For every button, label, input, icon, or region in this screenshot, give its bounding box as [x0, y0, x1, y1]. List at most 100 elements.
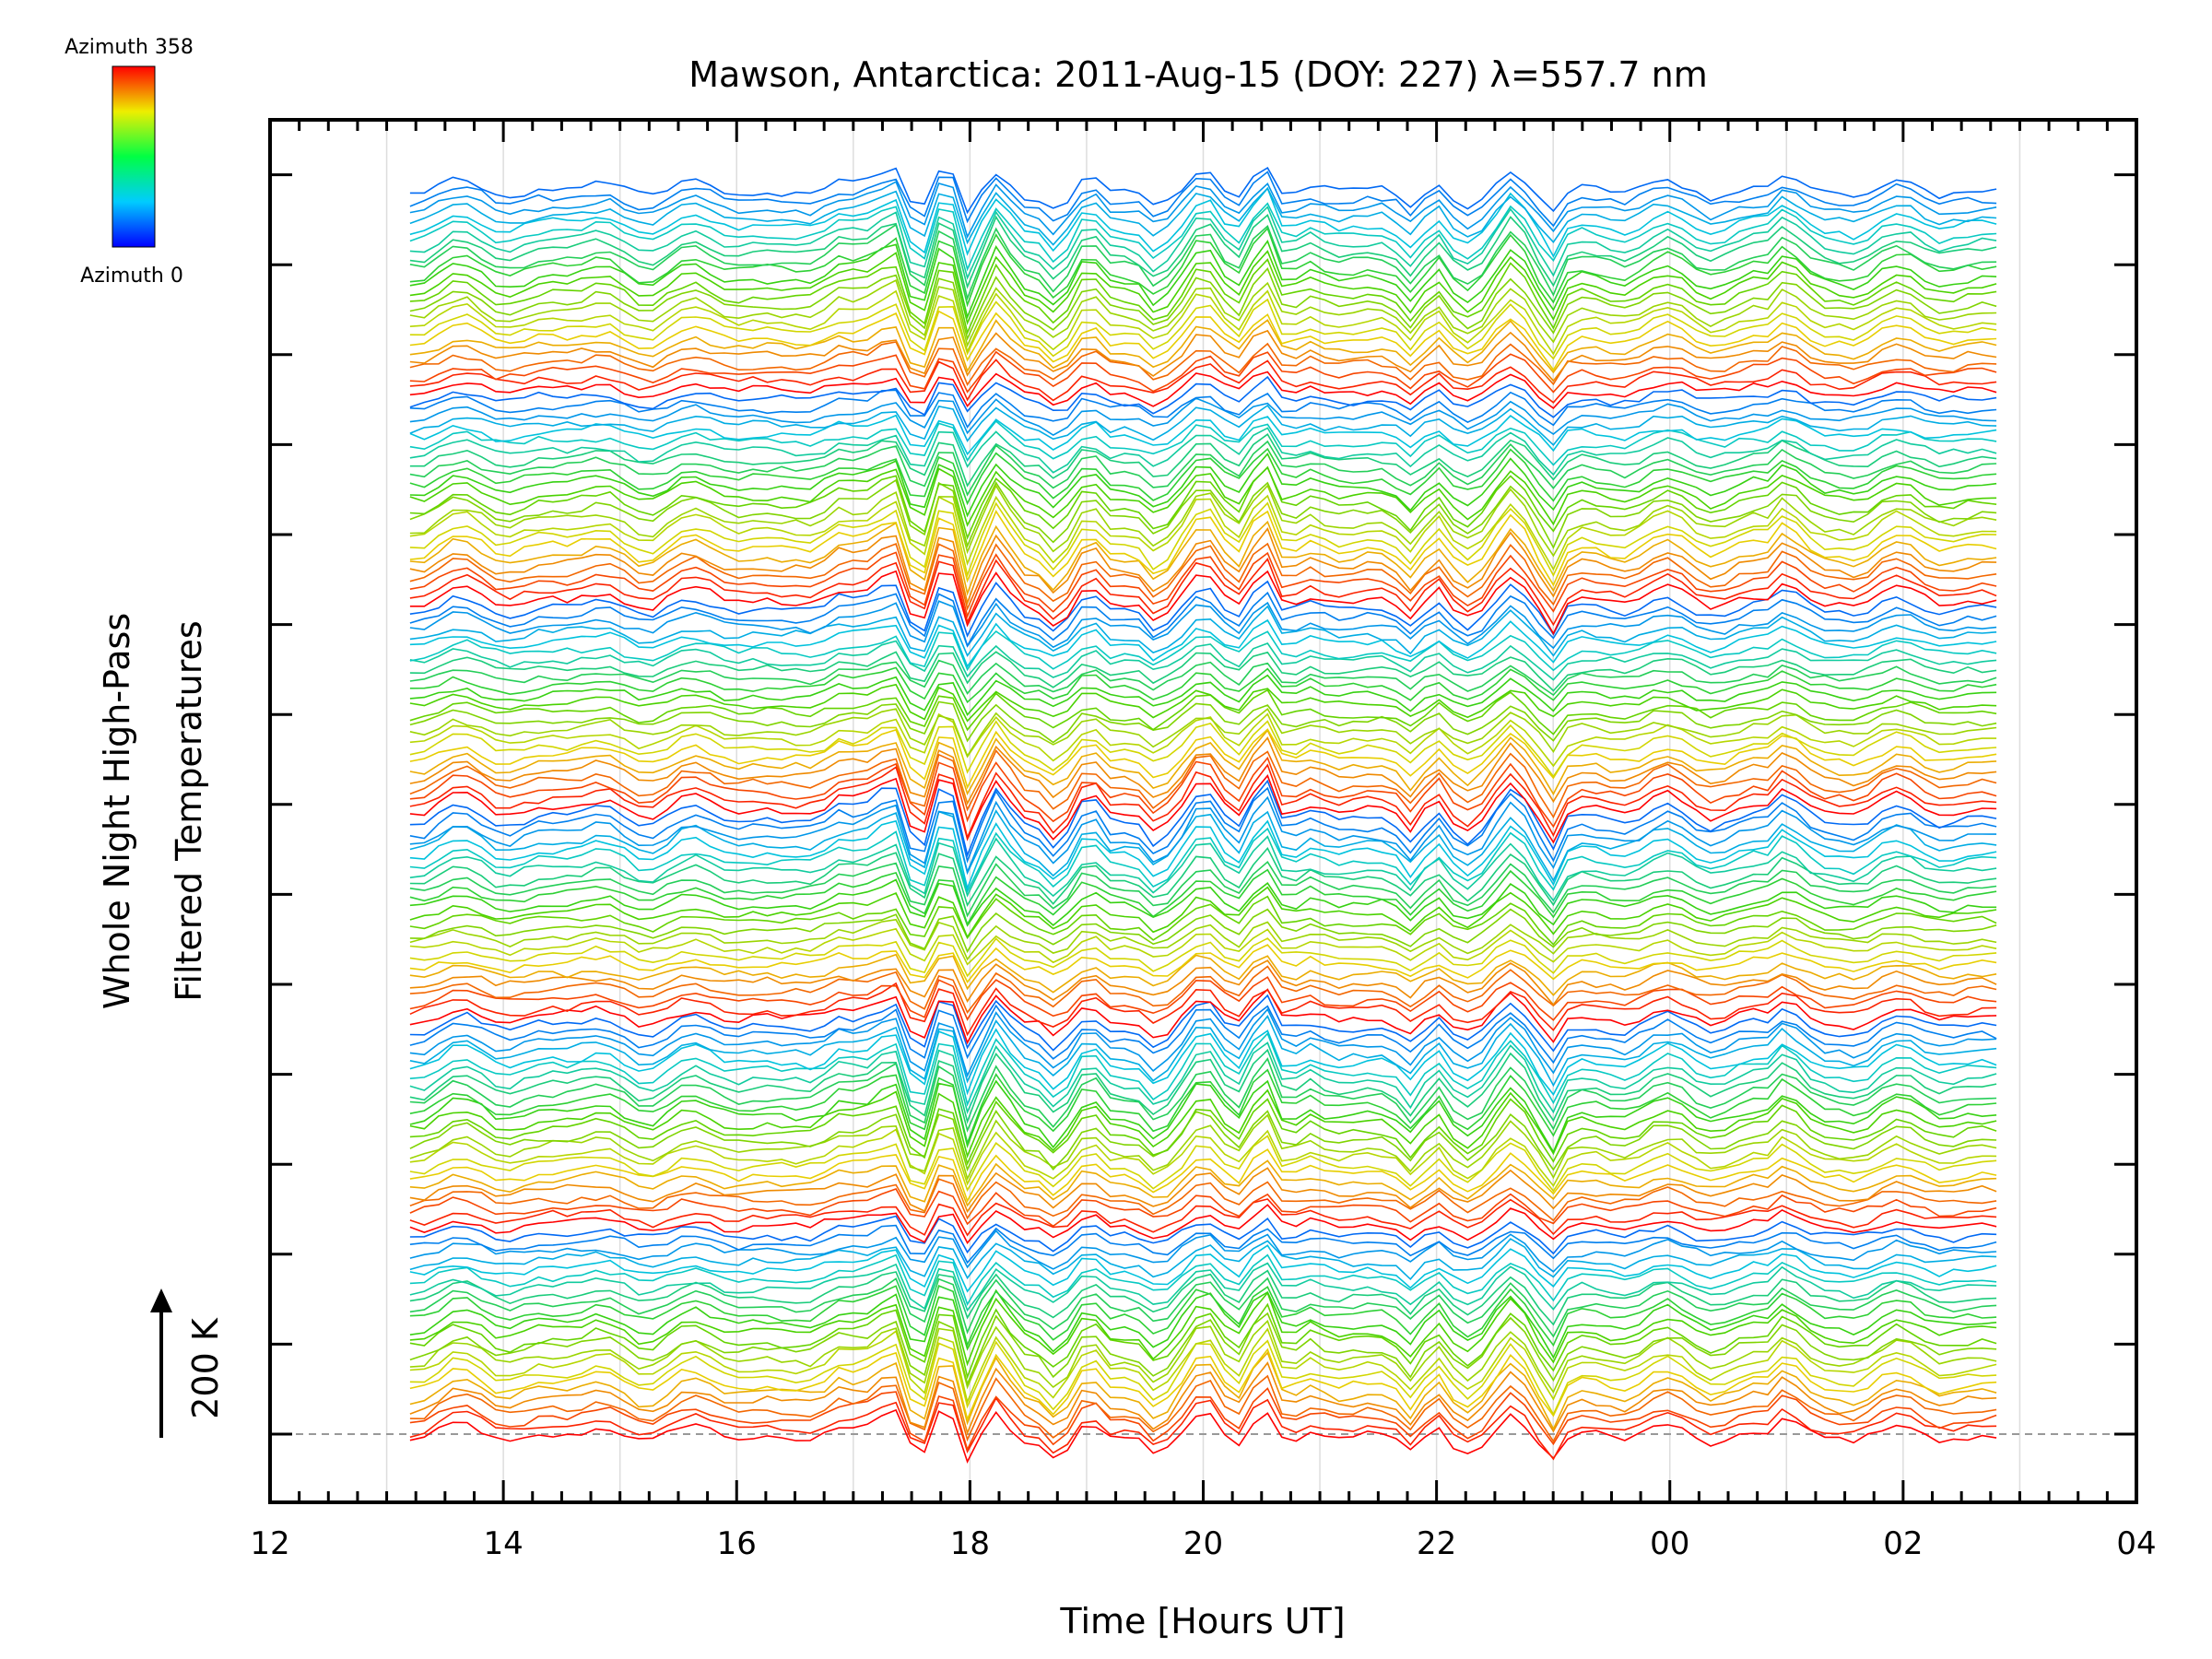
grid-lines — [385, 120, 2021, 1502]
series-line — [409, 223, 1997, 301]
series-line — [409, 944, 1997, 983]
series-line — [409, 1148, 1997, 1204]
series-line — [409, 605, 1997, 657]
series-line — [409, 1068, 1997, 1147]
series-line — [409, 1028, 1997, 1096]
series-line — [409, 542, 1997, 611]
series-line — [409, 959, 1997, 1006]
series-line — [409, 1004, 1997, 1065]
series-line — [409, 181, 1997, 240]
series-line — [409, 1244, 1997, 1293]
series-line — [409, 819, 1997, 891]
series-line — [409, 618, 1997, 668]
series-line — [409, 433, 1997, 488]
series-line — [409, 397, 1997, 437]
series-line — [409, 465, 1997, 527]
series-line — [409, 965, 1997, 1014]
series-line — [409, 1204, 1997, 1244]
x-tick-label: 20 — [1183, 1525, 1223, 1562]
series-line — [409, 659, 1997, 697]
series-line — [409, 341, 1997, 387]
series-line — [409, 227, 1997, 308]
series-line — [409, 640, 1997, 681]
series-line — [409, 310, 1997, 371]
series-line — [409, 250, 1997, 325]
x-tick-label: 02 — [1883, 1525, 1923, 1562]
series-line — [409, 795, 1997, 875]
y-axis-label-line-1: Whole Night High-Pass — [97, 613, 137, 1009]
series-line — [409, 1088, 1997, 1159]
series-line — [409, 319, 1997, 374]
series-line — [409, 860, 1997, 918]
series-line — [409, 908, 1997, 954]
y-axis-label: Whole Night High-Pass Filtered Temperatu… — [97, 613, 209, 1009]
series-line — [409, 1198, 1997, 1237]
series-line — [409, 1041, 1997, 1115]
series-line — [409, 918, 1997, 961]
series-line — [409, 1007, 1997, 1078]
series-line — [409, 895, 1997, 947]
series-line — [409, 728, 1997, 796]
chart-title: Mawson, Antarctica: 2011-Aug-15 (DOY: 22… — [688, 54, 1708, 95]
series-line — [409, 465, 1997, 540]
series-line — [409, 570, 1997, 636]
colorbar — [112, 65, 156, 248]
series-line — [409, 520, 1997, 596]
series-line — [409, 728, 1997, 790]
x-tick-label: 04 — [2116, 1525, 2156, 1562]
series-line — [409, 558, 1997, 627]
series-line — [409, 953, 1997, 996]
series-line — [409, 1302, 1997, 1380]
series-line — [409, 1014, 1997, 1088]
series-line — [409, 494, 1997, 571]
series-line — [409, 419, 1997, 466]
series-line — [409, 1238, 1997, 1281]
x-tick-labels: 12 14 16 18 20 22 00 02 04 — [250, 1525, 2156, 1562]
series-line — [409, 835, 1997, 902]
series-line — [409, 763, 1997, 841]
series-line — [409, 700, 1997, 744]
series-line — [409, 298, 1997, 360]
series-line — [409, 171, 1997, 228]
series-line — [409, 779, 1997, 858]
series-line — [409, 937, 1997, 978]
series-line — [409, 1215, 1997, 1255]
series-line — [409, 809, 1997, 882]
series-line — [409, 1098, 1997, 1166]
series-layer — [409, 166, 1997, 1464]
y-axis-label-line-2: Filtered Temperatures — [169, 620, 209, 1001]
series-line — [409, 666, 1997, 704]
series-line — [409, 1288, 1997, 1359]
series-line — [409, 1347, 1997, 1422]
series-line — [409, 1224, 1997, 1265]
x-tick-label: 14 — [483, 1525, 523, 1562]
scale-bar: 200 K — [150, 1288, 226, 1438]
series-line — [409, 756, 1997, 829]
series-line — [409, 389, 1997, 429]
series-line — [409, 1048, 1997, 1124]
series-line — [409, 1291, 1997, 1367]
series-line — [409, 1188, 1997, 1228]
series-line — [409, 1396, 1997, 1461]
series-line — [409, 591, 1997, 648]
series-line — [409, 359, 1997, 404]
series-line — [409, 683, 1997, 723]
x-tick-label: 22 — [1417, 1525, 1456, 1562]
series-line — [409, 1277, 1997, 1338]
x-axis-label: Time [Hours UT] — [1059, 1601, 1345, 1641]
series-line — [409, 240, 1997, 320]
scale-bar-label: 200 K — [185, 1317, 226, 1419]
series-line — [409, 404, 1997, 446]
scale-bar-arrowhead — [150, 1288, 172, 1312]
series-line — [409, 1167, 1997, 1214]
series-line — [409, 447, 1997, 506]
series-line — [409, 827, 1997, 894]
series-line — [409, 1319, 1997, 1394]
series-line — [409, 427, 1997, 477]
series-line — [409, 651, 1997, 692]
series-line — [409, 414, 1997, 456]
series-line — [409, 258, 1997, 335]
series-line — [409, 786, 1997, 864]
series-line — [409, 206, 1997, 280]
